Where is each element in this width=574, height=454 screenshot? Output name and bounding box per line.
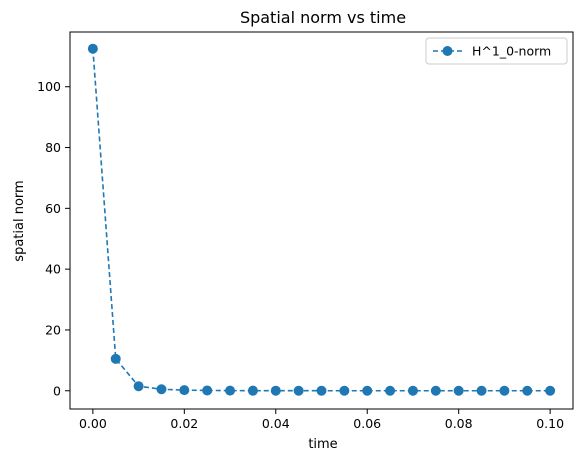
data-point bbox=[453, 385, 464, 396]
x-tick-label: 0.02 bbox=[170, 416, 198, 431]
data-point bbox=[225, 385, 236, 396]
data-point bbox=[430, 385, 441, 396]
legend-box bbox=[425, 37, 568, 65]
data-point bbox=[87, 43, 98, 54]
chart-title: Spatial norm vs time bbox=[240, 8, 406, 27]
y-tick-label: 80 bbox=[45, 140, 61, 155]
plot-area bbox=[69, 31, 574, 410]
data-point bbox=[179, 385, 190, 396]
y-tick-label: 100 bbox=[37, 79, 61, 94]
y-axis-label: spatial norm bbox=[12, 180, 27, 261]
legend-marker bbox=[442, 46, 453, 56]
data-point bbox=[476, 385, 487, 396]
legend-entry-h10-norm: H^1_0-norm bbox=[472, 44, 551, 59]
data-point bbox=[362, 385, 373, 396]
data-point bbox=[407, 385, 418, 396]
x-tick-label: 0.06 bbox=[353, 416, 381, 431]
x-axis-ticks: 0.00 0.02 0.04 0.06 0.08 0.10 bbox=[79, 409, 564, 431]
x-tick-label: 0.04 bbox=[262, 416, 290, 431]
data-point bbox=[110, 353, 121, 364]
data-point bbox=[133, 381, 144, 392]
data-point bbox=[385, 385, 396, 396]
data-point bbox=[522, 385, 533, 396]
x-tick-label: 0.00 bbox=[79, 416, 107, 431]
data-point bbox=[316, 385, 327, 396]
data-point bbox=[156, 384, 167, 395]
y-tick-label: 0 bbox=[53, 383, 61, 398]
data-point bbox=[545, 385, 556, 396]
y-tick-label: 20 bbox=[45, 322, 61, 337]
x-tick-label: 0.10 bbox=[536, 416, 564, 431]
x-axis-label: time bbox=[308, 437, 337, 452]
series-group bbox=[87, 43, 556, 396]
data-point bbox=[499, 385, 510, 396]
data-point bbox=[247, 385, 258, 396]
x-tick-label: 0.08 bbox=[445, 416, 473, 431]
legend: H^1_0-norm bbox=[425, 37, 568, 65]
data-point bbox=[202, 385, 213, 396]
y-tick-label: 60 bbox=[45, 201, 61, 216]
y-tick-label: 40 bbox=[45, 262, 61, 277]
data-point bbox=[270, 385, 281, 396]
data-point bbox=[339, 385, 350, 396]
y-axis-ticks: 0 20 40 60 80 100 bbox=[37, 79, 70, 398]
data-point bbox=[293, 385, 304, 396]
